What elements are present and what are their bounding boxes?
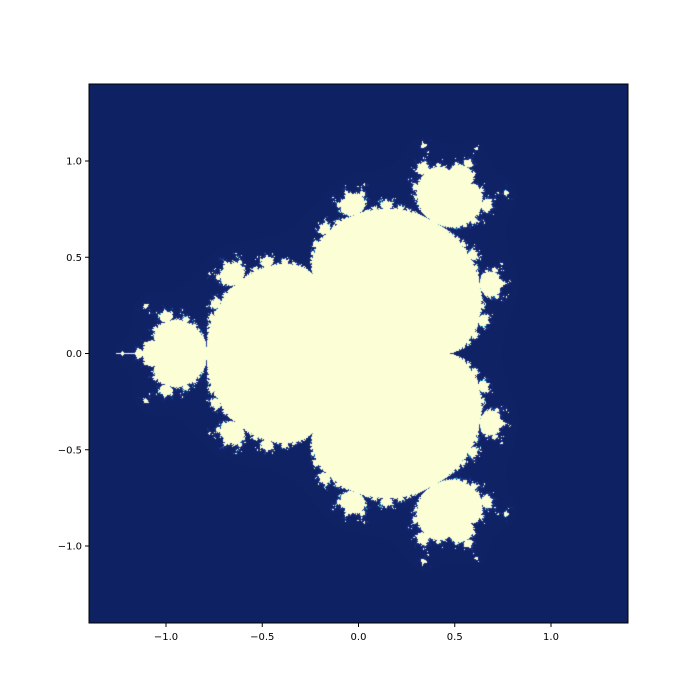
x-tick-label: 0.0 xyxy=(351,632,367,643)
x-tick-label: 1.0 xyxy=(543,632,559,643)
x-tick-label: 0.5 xyxy=(447,632,463,643)
y-tick-label: 1.0 xyxy=(66,157,82,168)
y-tick-label: 0.0 xyxy=(66,349,82,360)
x-axis: −1.0 −0.5 0.0 0.5 1.0 xyxy=(154,623,559,643)
y-tick-label: −0.5 xyxy=(58,445,82,456)
plot-area xyxy=(88,83,629,624)
y-tick-label: −1.0 xyxy=(58,542,82,553)
x-tick-label: −1.0 xyxy=(154,632,178,643)
y-tick-label: 0.5 xyxy=(66,253,82,264)
y-axis: 1.0 0.5 0.0 −0.5 −1.0 xyxy=(58,157,89,553)
x-tick-label: −0.5 xyxy=(250,632,274,643)
fractal-image xyxy=(89,84,628,623)
heatmap-canvas xyxy=(89,84,628,623)
